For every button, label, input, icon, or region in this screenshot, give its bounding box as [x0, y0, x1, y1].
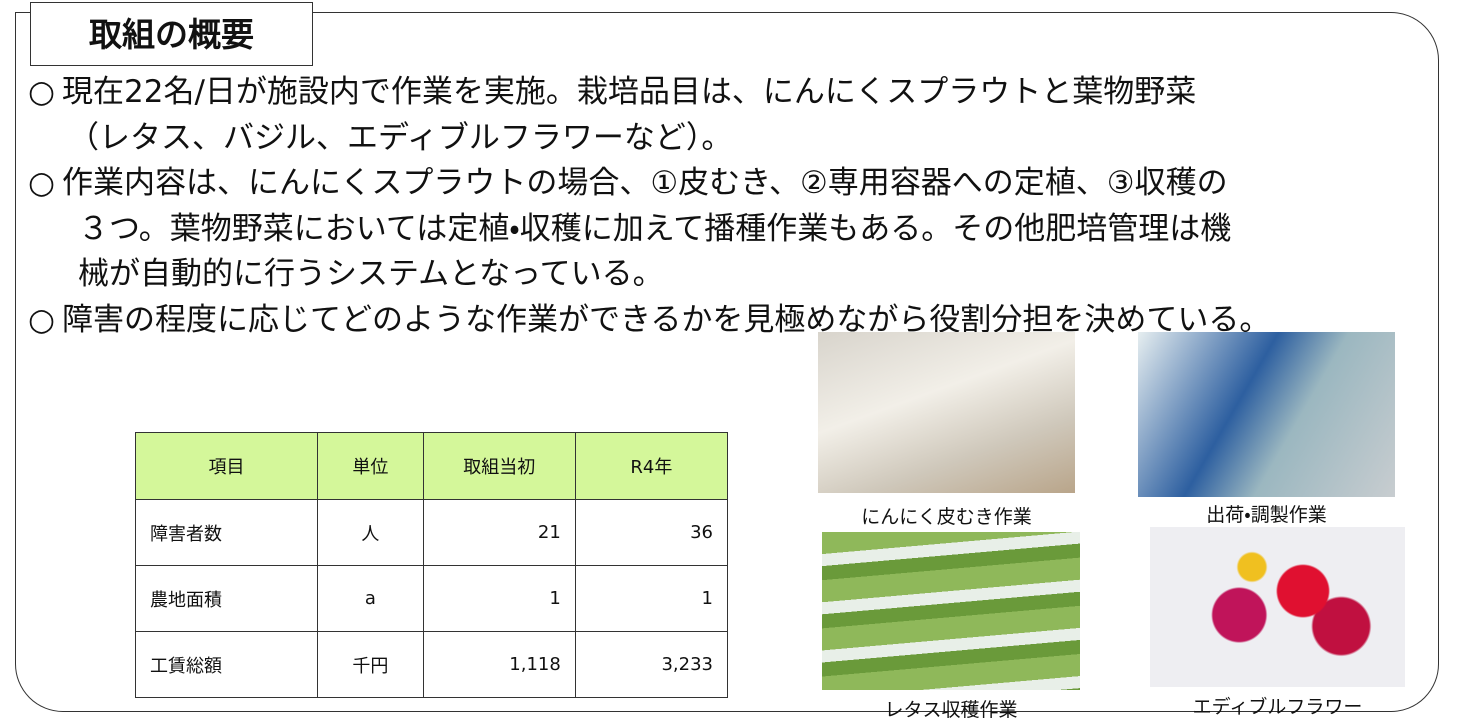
photo [1150, 527, 1405, 687]
photo [1138, 332, 1395, 497]
table-cell: 1 [423, 566, 575, 632]
table-header-cell: 項目 [136, 433, 318, 500]
bullet-marker: ○ [28, 300, 55, 340]
photo-caption: レタス収穫作業 [802, 695, 1100, 722]
bullet-marker: ○ [28, 163, 55, 203]
table-cell: 工賃総額 [136, 632, 318, 698]
bullet-line: 作業内容は、にんにくスプラウトの場合、①皮むき、②専用容器への定植、③収穫の [62, 163, 1228, 203]
bullet-line: 障害の程度に応じてどのような作業ができるかを見極めながら役割分担を決めている。 [62, 300, 1270, 340]
bullet-marker: ○ [28, 72, 55, 112]
photo-caption: エディブルフラワー [1130, 692, 1425, 719]
table-cell: 障害者数 [136, 500, 318, 566]
photo [818, 332, 1075, 493]
table-cell: 21 [423, 500, 575, 566]
page: 取組の概要 ○現在22名/日が施設内で作業を実施。栽培品目は、にんにくスプラウト… [0, 0, 1460, 723]
table-cell: 人 [318, 500, 424, 566]
table-cell: 36 [575, 500, 727, 566]
section-tab: 取組の概要 [30, 2, 313, 66]
bullet-line: （レタス、バジル、エディブルフラワーなど）。 [68, 118, 732, 158]
table-cell: 1,118 [423, 632, 575, 698]
table-cell: a [318, 566, 424, 632]
table-cell: 千円 [318, 632, 424, 698]
table-header-cell: 取組当初 [423, 433, 575, 500]
table-header-cell: 単位 [318, 433, 424, 500]
photo [822, 532, 1080, 690]
bullet-line: 現在22名/日が施設内で作業を実施。栽培品目は、にんにくスプラウトと葉物野菜 [62, 72, 1196, 112]
photo-caption: にんにく皮むき作業 [798, 502, 1095, 529]
table-cell: 農地面積 [136, 566, 318, 632]
bullet-line: ３つ。葉物野菜においては定植・収穫に加えて播種作業もある。その他肥培管理は機 [78, 209, 1231, 249]
table-cell: 3,233 [575, 632, 727, 698]
bullet-line: 械が自動的に行うシステムとなっている。 [78, 254, 664, 294]
table-header-cell: R4年 [575, 433, 727, 500]
photo-caption: 出荷・調製作業 [1118, 500, 1415, 527]
table-cell: 1 [575, 566, 727, 632]
